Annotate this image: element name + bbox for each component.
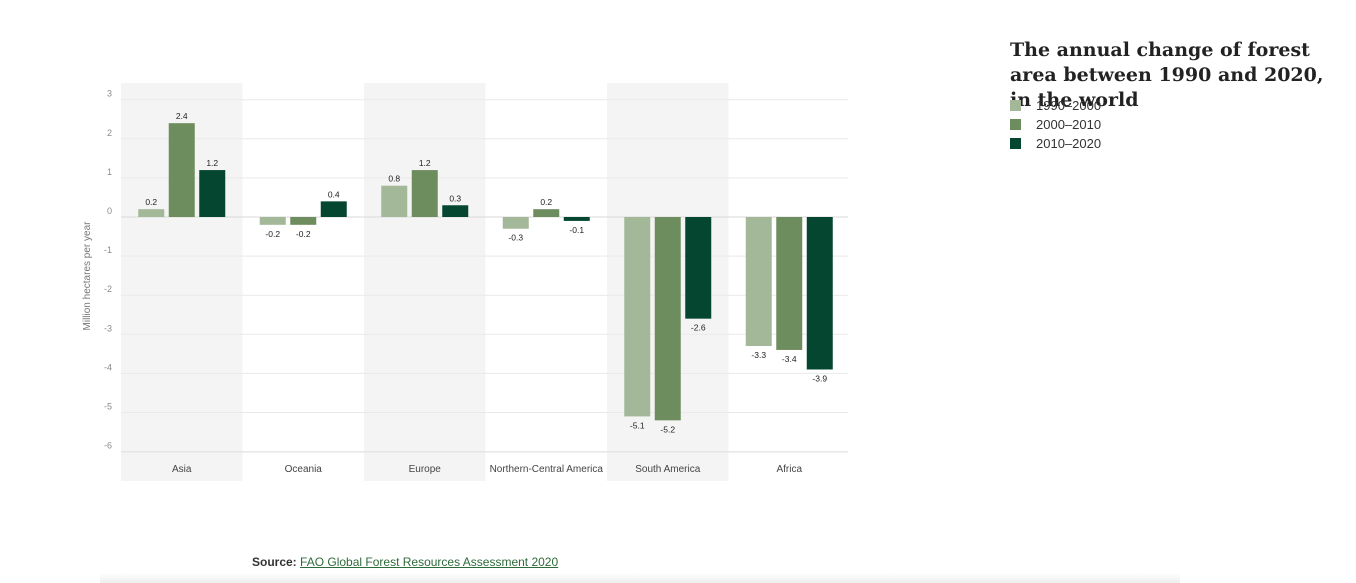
category-label-northern-central-america: Northern-Central America xyxy=(490,464,604,475)
legend-item-1990-2000: 1990–2000 xyxy=(1010,96,1101,115)
bar-south-america-2010-2020 xyxy=(685,217,712,319)
y-tick-label: -1 xyxy=(104,245,112,255)
bar-africa-2010-2020 xyxy=(806,217,833,370)
data-label-northern-central-america-1990-2000: -0.3 xyxy=(508,233,523,243)
category-label-south-america: South America xyxy=(635,464,700,475)
bar-asia-2000-2010 xyxy=(168,123,195,217)
category-band-europe xyxy=(364,83,486,481)
data-label-asia-2010-2020: 1.2 xyxy=(206,158,218,168)
y-tick-label: 0 xyxy=(107,206,112,216)
legend: 1990–2000 2000–2010 2010–2020 xyxy=(1010,96,1101,153)
legend-label-2010-2020: 2010–2020 xyxy=(1036,136,1102,151)
bar-africa-1990-2000 xyxy=(745,217,772,347)
data-label-south-america-2010-2020: -2.6 xyxy=(691,323,706,333)
legend-swatch-2000-2010 xyxy=(1010,119,1021,130)
data-label-oceania-1990-2000: -0.2 xyxy=(265,229,280,239)
bar-northern-central-america-2010-2020 xyxy=(563,217,590,221)
data-label-asia-2000-2010: 2.4 xyxy=(176,111,188,121)
data-label-south-america-1990-2000: -5.1 xyxy=(630,420,645,430)
y-tick-label: -2 xyxy=(104,284,112,294)
legend-item-2010-2020: 2010–2020 xyxy=(1010,134,1101,153)
data-label-northern-central-america-2010-2020: -0.1 xyxy=(569,225,584,235)
bar-northern-central-america-2000-2010 xyxy=(533,209,560,217)
y-tick-label: -6 xyxy=(104,441,112,451)
bar-oceania-1990-2000 xyxy=(259,217,286,225)
bar-europe-1990-2000 xyxy=(381,185,408,217)
bar-northern-central-america-1990-2000 xyxy=(502,217,529,229)
y-tick-label: 3 xyxy=(107,89,112,99)
y-tick-label: 2 xyxy=(107,128,112,138)
data-label-northern-central-america-2000-2010: 0.2 xyxy=(540,197,552,207)
chart-title: The annual change of forest area between… xyxy=(1010,39,1324,111)
legend-item-2000-2010: 2000–2010 xyxy=(1010,115,1101,134)
data-label-africa-1990-2000: -3.3 xyxy=(751,350,766,360)
y-tick-label: -3 xyxy=(104,323,112,333)
bar-south-america-2000-2010 xyxy=(654,217,681,421)
y-tick-label: -4 xyxy=(104,362,112,372)
data-label-south-america-2000-2010: -5.2 xyxy=(660,424,675,434)
data-label-asia-1990-2000: 0.2 xyxy=(145,197,157,207)
footer-fade xyxy=(100,573,1180,583)
bar-africa-2000-2010 xyxy=(776,217,803,350)
data-label-africa-2000-2010: -3.4 xyxy=(782,354,797,364)
bar-europe-2000-2010 xyxy=(411,170,438,217)
bar-oceania-2010-2020 xyxy=(320,201,347,217)
data-label-oceania-2010-2020: 0.4 xyxy=(328,189,340,199)
legend-swatch-2010-2020 xyxy=(1010,138,1021,149)
legend-swatch-1990-2000 xyxy=(1010,100,1021,111)
y-tick-label: 1 xyxy=(107,167,112,177)
data-label-oceania-2000-2010: -0.2 xyxy=(296,229,311,239)
category-label-africa: Africa xyxy=(776,464,802,475)
category-label-oceania: Oceania xyxy=(285,464,323,475)
source-link[interactable]: FAO Global Forest Resources Assessment 2… xyxy=(300,555,559,569)
category-label-asia: Asia xyxy=(172,464,192,475)
legend-label-2000-2010: 2000–2010 xyxy=(1036,117,1102,132)
bar-south-america-1990-2000 xyxy=(624,217,651,417)
source-note: Source: FAO Global Forest Resources Asse… xyxy=(252,555,558,569)
source-prefix: Source: xyxy=(252,555,297,569)
y-axis-label: Million hectares per year xyxy=(82,221,93,331)
bar-oceania-2000-2010 xyxy=(290,217,317,225)
data-label-europe-1990-2000: 0.8 xyxy=(388,174,400,184)
data-label-europe-2000-2010: 1.2 xyxy=(419,158,431,168)
bar-asia-2010-2020 xyxy=(199,170,226,217)
category-label-europe: Europe xyxy=(409,464,442,475)
data-label-europe-2010-2020: 0.3 xyxy=(449,193,461,203)
data-label-africa-2010-2020: -3.9 xyxy=(812,373,827,383)
legend-label-1990-2000: 1990–2000 xyxy=(1036,98,1102,113)
bar-europe-2010-2020 xyxy=(442,205,469,217)
y-tick-label: -5 xyxy=(104,402,112,412)
bar-asia-1990-2000 xyxy=(138,209,165,217)
